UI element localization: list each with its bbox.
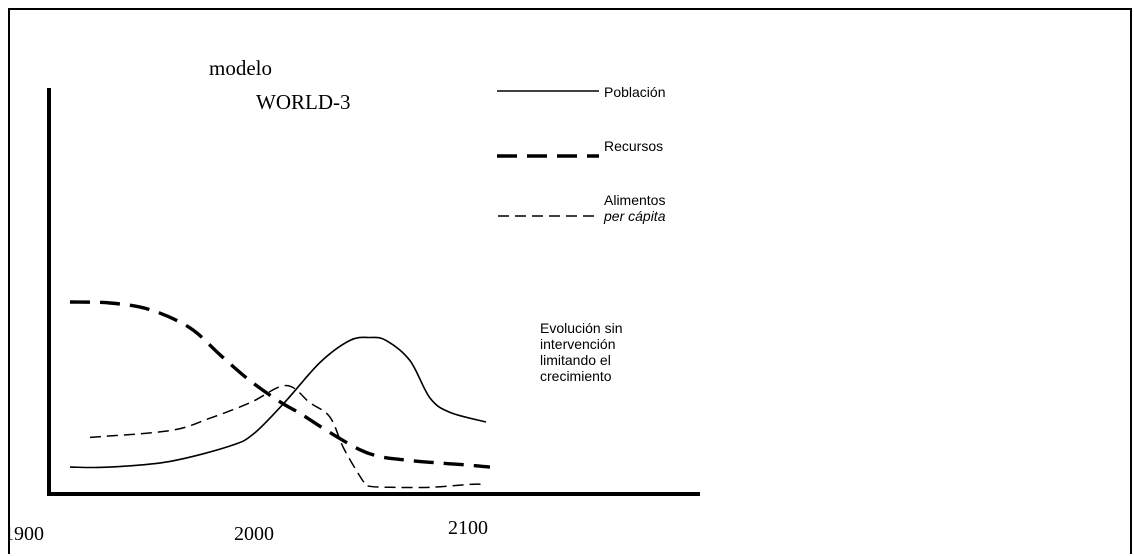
x-tick-label-2100: 2100 [448,517,488,539]
annotation: Evolución sin intervención limitando el … [540,320,623,384]
x-tick-label-2000: 2000 [234,523,274,545]
series-line-alimentos [89,384,487,489]
annotation-line2: intervención [540,336,616,352]
legend: Población Recursos Alimentos per cápita [497,84,666,224]
series-line-recursos [69,300,491,469]
annotation-line3: limitando el [540,352,611,368]
legend-label-alimentos-line2: per cápita [603,208,666,224]
chart-title-line1: modelo [209,56,272,80]
legend-label-alimentos-line1: Alimentos [604,192,665,208]
chart-title-line2: WORLD-3 [256,90,350,114]
figure-frame: modelo WORLD-3 Población Recursos Alimen… [8,8,1132,554]
series-line-poblacion [69,336,487,469]
legend-label-recursos: Recursos [604,138,663,154]
x-tick-label-1900: 1900 [10,523,44,545]
world3-chart: modelo WORLD-3 Población Recursos Alimen… [10,56,700,545]
annotation-line1: Evolución sin [540,320,623,336]
legend-label-poblacion: Población [604,84,666,100]
annotation-line4: crecimiento [540,368,612,384]
